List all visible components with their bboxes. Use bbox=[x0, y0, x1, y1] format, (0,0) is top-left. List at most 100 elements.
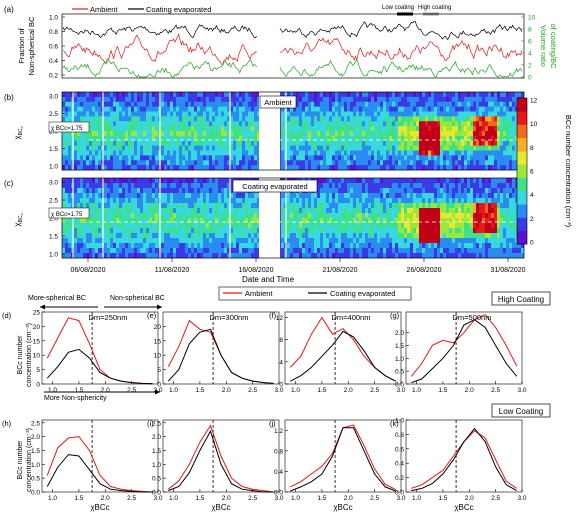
heatmap-cell bbox=[341, 160, 344, 166]
heatmap-cell bbox=[308, 92, 311, 98]
heatmap-cell bbox=[410, 111, 413, 117]
heatmap-cell bbox=[341, 248, 344, 254]
heatmap-cell bbox=[104, 165, 107, 171]
heatmap-cell bbox=[416, 198, 419, 204]
heatmap-cell bbox=[203, 121, 206, 127]
y-tick-label: 2.0 bbox=[395, 330, 404, 337]
heatmap-cell bbox=[251, 165, 254, 171]
heatmap-cell bbox=[494, 160, 497, 166]
heatmap-cell bbox=[149, 135, 152, 142]
heatmap-cell bbox=[305, 233, 308, 239]
heatmap-cell bbox=[191, 198, 194, 204]
heatmap-cell bbox=[317, 140, 320, 146]
heatmap-cell bbox=[344, 150, 347, 156]
heatmap-cell bbox=[77, 131, 80, 137]
heatmap-cell bbox=[218, 92, 221, 98]
heatmap-cell bbox=[281, 218, 284, 224]
heatmap-cell bbox=[509, 106, 512, 112]
heatmap-cell bbox=[125, 233, 128, 239]
heatmap-cell bbox=[137, 183, 140, 189]
heatmap-cell bbox=[362, 165, 365, 171]
heatmap-cell bbox=[326, 193, 329, 199]
heatmap-cell bbox=[167, 106, 170, 112]
heatmap-cell bbox=[365, 223, 368, 229]
heatmap-cell bbox=[170, 101, 173, 107]
heatmap-cell bbox=[479, 233, 482, 239]
small-ylabel-top-1: BCc number bbox=[17, 335, 24, 375]
y-tick-label: 25 bbox=[33, 310, 41, 317]
heatmap-cell bbox=[167, 96, 170, 103]
heatmap-cell bbox=[428, 131, 431, 137]
heatmap-cell bbox=[386, 243, 389, 249]
heatmap-cell bbox=[182, 96, 185, 103]
heatmap-cell bbox=[473, 233, 476, 239]
heatmap-cell bbox=[86, 243, 89, 249]
heatmap-cell bbox=[362, 150, 365, 156]
heatmap-cell bbox=[86, 116, 89, 122]
heatmap-cell bbox=[341, 228, 344, 234]
heatmap-cell bbox=[116, 140, 119, 146]
heatmap-cell bbox=[458, 238, 461, 244]
heatmap-cell bbox=[311, 106, 314, 112]
heatmap-cell bbox=[398, 106, 401, 112]
heatmap-cell bbox=[194, 155, 197, 161]
heatmap-cell bbox=[305, 131, 308, 137]
heatmap-cell bbox=[170, 198, 173, 204]
heatmap-cell bbox=[437, 131, 440, 137]
heatmap-cell bbox=[404, 228, 407, 234]
heatmap-cell bbox=[449, 101, 452, 107]
heatmap-cell bbox=[440, 140, 443, 146]
heatmap-cell bbox=[77, 178, 80, 184]
heatmap-cell bbox=[467, 208, 470, 214]
heatmap-cell bbox=[488, 111, 491, 117]
heatmap-cell bbox=[128, 131, 131, 137]
heatmap-cell bbox=[470, 131, 473, 137]
heatmap-cell bbox=[500, 203, 503, 209]
heatmap-cell bbox=[377, 193, 380, 199]
heatmap-cell bbox=[146, 183, 149, 189]
heatmap-cell bbox=[311, 126, 314, 132]
heatmap-cell bbox=[323, 193, 326, 199]
heatmap-cell bbox=[377, 253, 380, 259]
heatmap-cell bbox=[347, 131, 350, 137]
heatmap-cell bbox=[467, 150, 470, 156]
heatmap-cell bbox=[299, 150, 302, 156]
heatmap-cell bbox=[413, 140, 416, 146]
heatmap-cell bbox=[134, 253, 137, 259]
heatmap-cell bbox=[119, 165, 122, 171]
heatmap-cell bbox=[485, 116, 488, 122]
heatmap-cell bbox=[242, 150, 245, 156]
heatmap-cell bbox=[470, 238, 473, 244]
heatmap-cell bbox=[437, 233, 440, 239]
heatmap-cell bbox=[482, 126, 485, 132]
heatmap-cell bbox=[179, 116, 182, 122]
heatmap-cell bbox=[515, 243, 518, 249]
heatmap-cell bbox=[218, 233, 221, 239]
heatmap-cell bbox=[209, 140, 212, 146]
heatmap-cell bbox=[89, 248, 92, 254]
heatmap-cell bbox=[452, 101, 455, 107]
heatmap-cell bbox=[122, 111, 125, 117]
heatmap-cell bbox=[212, 243, 215, 249]
heatmap-cell bbox=[404, 131, 407, 137]
heatmap-cell bbox=[62, 160, 65, 166]
heatmap-cell bbox=[209, 213, 212, 219]
heatmap-cell bbox=[164, 111, 167, 117]
heatmap-cell bbox=[161, 198, 164, 204]
heatmap-cell bbox=[230, 243, 233, 249]
heatmap-cell bbox=[443, 131, 446, 137]
heatmap-cell bbox=[338, 145, 341, 151]
heatmap-cell bbox=[329, 193, 332, 199]
heatmap-cell bbox=[323, 253, 326, 259]
heatmap-cell bbox=[374, 218, 377, 224]
x-tick-label: 3.0 bbox=[153, 387, 162, 394]
heatmap-cell bbox=[173, 213, 176, 219]
heatmap-cell bbox=[104, 223, 107, 229]
heatmap-cell bbox=[230, 101, 233, 107]
heatmap-cell bbox=[236, 218, 239, 224]
heatmap-cell bbox=[395, 121, 398, 127]
heatmap-cell bbox=[149, 116, 152, 122]
heatmap-cell bbox=[494, 233, 497, 239]
heatmap-cell bbox=[128, 140, 131, 146]
heatmap-cell bbox=[464, 223, 467, 229]
